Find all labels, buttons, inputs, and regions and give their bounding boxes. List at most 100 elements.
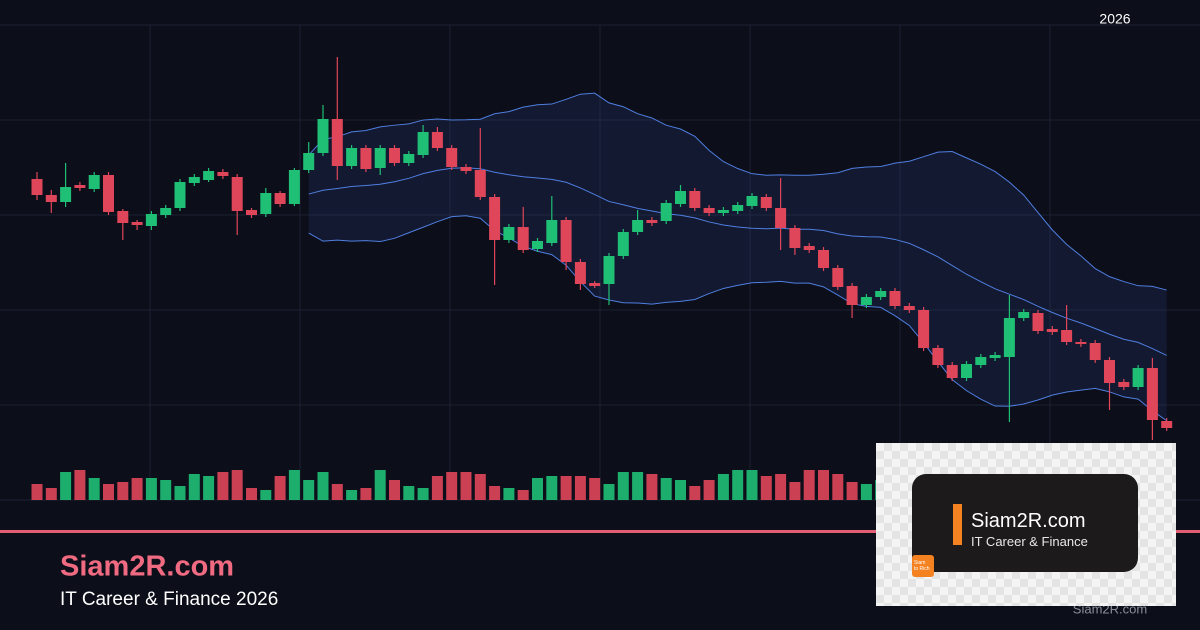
candle-body xyxy=(875,291,887,297)
volume-bar xyxy=(617,472,629,500)
volume-bar xyxy=(818,470,829,500)
candle-body xyxy=(775,208,787,228)
candle-body xyxy=(446,148,458,167)
candle-body xyxy=(331,119,343,166)
candle-body xyxy=(617,232,629,256)
volume-bar xyxy=(117,482,129,500)
logo-subtitle: IT Career & Finance xyxy=(971,534,1088,549)
candle-body xyxy=(818,250,829,268)
candle-body xyxy=(532,241,543,249)
candle-body xyxy=(403,154,415,163)
volume-bar xyxy=(203,476,215,500)
bollinger-lower xyxy=(308,215,1167,422)
candle-body xyxy=(1146,368,1158,420)
volume-bar xyxy=(103,484,114,500)
volume-bar xyxy=(789,482,801,500)
candle-body xyxy=(45,195,57,202)
candle-body xyxy=(60,187,72,202)
candle-body xyxy=(632,220,644,232)
volume-bar xyxy=(474,474,486,500)
volume-bar xyxy=(31,484,43,500)
volume-bar xyxy=(331,484,343,500)
candle-body xyxy=(589,283,601,286)
volume-bar xyxy=(431,476,443,500)
candle-body xyxy=(274,193,286,204)
candle-body xyxy=(560,220,572,262)
volume-bar xyxy=(217,472,229,500)
volume-bar xyxy=(246,488,257,500)
volume-bar xyxy=(274,476,286,500)
candle-body xyxy=(989,355,1001,358)
logo-card: Siam2R.com IT Career & Finance Siam to Ri… xyxy=(912,474,1138,577)
candle-body xyxy=(117,211,129,223)
logo-title: Siam2R.com xyxy=(971,510,1086,532)
candle-body xyxy=(503,227,515,240)
candle-body xyxy=(961,364,972,378)
volume-bar xyxy=(188,474,200,500)
volume-bar xyxy=(675,480,686,500)
candle-body xyxy=(803,246,815,250)
volume-bar xyxy=(603,484,615,500)
candle-body xyxy=(88,175,100,189)
bollinger-band xyxy=(308,93,1167,421)
logo-bar xyxy=(953,504,962,545)
volume-bar xyxy=(732,470,744,500)
candle-body xyxy=(203,171,215,180)
volume-bar xyxy=(74,470,86,500)
volume-bar xyxy=(632,472,644,500)
volume-bar xyxy=(546,476,558,500)
candle-body xyxy=(1104,360,1115,383)
candle-body xyxy=(932,348,944,365)
volume-bar xyxy=(446,472,458,500)
volume-bar xyxy=(260,490,272,500)
candle-body xyxy=(246,210,257,215)
candle-body xyxy=(832,268,844,287)
candle-body xyxy=(474,170,486,197)
volume-bar xyxy=(803,470,815,500)
candle-body xyxy=(603,256,615,284)
volume-bar xyxy=(832,474,844,500)
volume-bar xyxy=(417,488,429,500)
candle-body xyxy=(646,220,658,223)
candle-body xyxy=(231,177,243,211)
volume-bar xyxy=(160,480,172,500)
candle-body xyxy=(188,177,200,183)
candle-body xyxy=(1132,368,1144,387)
candle-body xyxy=(732,205,744,211)
candle-body xyxy=(260,193,272,214)
candle-body xyxy=(160,208,172,215)
bollinger-upper xyxy=(308,92,1167,291)
volume-bar xyxy=(746,470,758,500)
candle-body xyxy=(417,132,429,155)
volume-bar xyxy=(174,486,186,500)
volume-bar xyxy=(846,482,858,500)
candle-body xyxy=(1061,330,1073,342)
volume-bar xyxy=(346,490,358,500)
volume-bar xyxy=(374,470,386,500)
candle-body xyxy=(918,310,930,348)
volume-bar xyxy=(775,474,787,500)
candle-body xyxy=(1018,312,1030,318)
candle-body xyxy=(74,185,86,188)
footer-title: Siam2R.com xyxy=(60,551,234,583)
candle-body xyxy=(574,262,586,284)
candle-body xyxy=(1161,421,1173,428)
volume-bar xyxy=(703,480,715,500)
candle-body xyxy=(1003,318,1015,357)
candle-body xyxy=(1118,382,1130,387)
volume-bar xyxy=(288,470,300,500)
candle-body xyxy=(145,214,157,226)
icon-text: Siam xyxy=(914,560,926,566)
volume-bar xyxy=(489,486,501,500)
year-label: 2026 xyxy=(1099,11,1130,27)
volume-bar xyxy=(360,488,372,500)
divider xyxy=(0,530,1200,533)
candle-body xyxy=(389,148,400,163)
volume-bar xyxy=(717,474,729,500)
candle-body xyxy=(489,197,501,240)
volume-bar xyxy=(145,478,157,500)
volume-bar xyxy=(317,472,329,500)
candle-body xyxy=(31,179,43,195)
candle-body xyxy=(846,286,858,305)
